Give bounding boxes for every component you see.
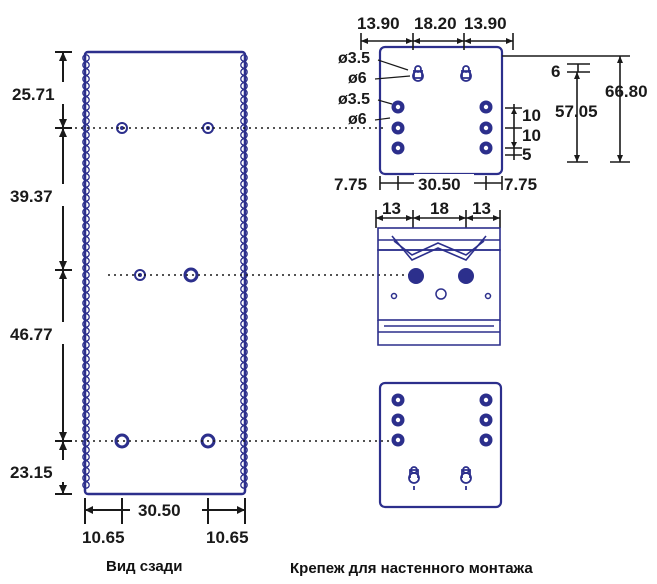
din-clip-body — [377, 227, 501, 346]
plate-hole-center — [483, 125, 489, 131]
plate-hole-center — [395, 397, 401, 403]
dim-rear-10-65-left: 10.65 — [82, 528, 125, 547]
dim-rear-10-65-right: 10.65 — [206, 528, 249, 547]
plate-hole-center — [395, 125, 401, 131]
dim-bottom-30-50: 30.50 — [418, 175, 461, 194]
din-clip-hole — [435, 288, 447, 300]
alignment-lines — [75, 127, 410, 442]
dim-rear-46-77: 46.77 — [10, 325, 53, 344]
dim-dia-hole: ø3.5 — [338, 91, 370, 108]
plate-hole-center — [395, 417, 401, 423]
rib — [82, 481, 90, 489]
dim-bottom-7-75-left: 7.75 — [334, 175, 367, 194]
rear-view-caption: Вид сзади — [106, 558, 183, 575]
top-plate-holes — [391, 100, 493, 155]
rear-hole — [114, 433, 130, 449]
din-clip-dimension — [375, 210, 501, 228]
dim-bottom-7-75-right: 7.75 — [504, 175, 537, 194]
din-rail-clip: 13 18 13 — [375, 199, 501, 346]
rear-mounting-holes — [114, 122, 216, 449]
dim-dia-hole-head: ø6 — [348, 111, 367, 128]
bottom-plate-holes — [391, 393, 493, 447]
din-clip-hole — [390, 292, 398, 300]
dim-rear-23-15: 23.15 — [10, 463, 53, 482]
wall-plate-bottom — [378, 381, 503, 509]
plate-hole-center — [395, 437, 401, 443]
plate-hole-center — [483, 145, 489, 151]
dim-rear-39-37: 39.37 — [10, 187, 53, 206]
bottom-plate-outline — [378, 381, 503, 509]
plate-hole-center — [395, 145, 401, 151]
keyhole-slot — [412, 65, 424, 82]
dim-right-66-80: 66.80 — [605, 82, 648, 101]
rear-ribbed-edges — [82, 54, 248, 489]
dim-dia-slot-head: ø6 — [348, 70, 367, 87]
dim-dia-slot: ø3.5 — [338, 50, 370, 67]
rear-housing-outline — [83, 50, 247, 496]
rear-hole — [183, 267, 199, 283]
rear-view: 25.71 39.37 46.77 23.15 30.50 10.65 10.6… — [8, 50, 410, 547]
din-clip-hole — [484, 292, 492, 300]
leader-lines — [374, 59, 411, 121]
top-plate-horizontal-dimension — [360, 33, 514, 50]
dim-right-57-05: 57.05 — [555, 102, 598, 121]
dim-top-13-90-left: 13.90 — [357, 14, 400, 33]
keyhole-slots-bottom — [408, 466, 472, 490]
plate-hole-center — [483, 397, 489, 403]
keyhole-slot — [460, 466, 472, 490]
dim-clip-18: 18 — [430, 199, 449, 218]
rear-vertical-arrows — [59, 52, 67, 494]
wall-mount-caption: Крепеж для настенного монтажа — [290, 560, 533, 577]
dim-clip-13-left: 13 — [382, 199, 401, 218]
wall-plate-top: 13.90 18.20 13.90 ø3.5 ø6 ø3.5 ø6 — [334, 14, 648, 194]
keyhole-slot — [408, 466, 420, 490]
dim-pitch-5: 5 — [522, 145, 531, 164]
dim-rear-25-71: 25.71 — [12, 85, 55, 104]
plate-hole-center — [483, 104, 489, 110]
din-clip-hole — [458, 268, 474, 284]
keyhole-slot — [460, 65, 472, 82]
top-plate-vertical-dimension — [502, 55, 630, 163]
plate-hole-center — [483, 417, 489, 423]
din-clip-hole — [408, 268, 424, 284]
dim-pitch-10-a: 10 — [522, 106, 541, 125]
rib — [240, 481, 248, 489]
plate-hole-center — [483, 437, 489, 443]
dim-right-6: 6 — [551, 62, 560, 81]
dim-pitch-10-b: 10 — [522, 126, 541, 145]
plate-hole-center — [395, 104, 401, 110]
keyhole-slots — [412, 65, 472, 82]
dim-top-13-90-right: 13.90 — [464, 14, 507, 33]
din-clip-holes — [390, 268, 492, 300]
dim-top-18-20: 18.20 — [414, 14, 457, 33]
dim-rear-30-50: 30.50 — [138, 501, 181, 520]
dim-clip-13-right: 13 — [472, 199, 491, 218]
